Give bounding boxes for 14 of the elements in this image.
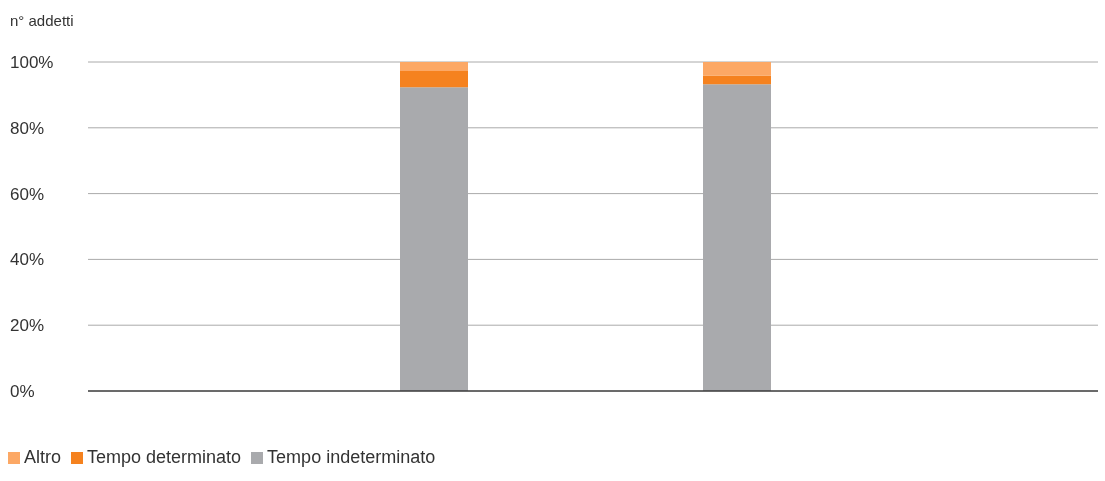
y-tick-label: 60% xyxy=(10,184,45,204)
bar xyxy=(400,62,468,71)
bar xyxy=(703,62,771,76)
y-tick-label: 0% xyxy=(10,382,35,402)
bar xyxy=(400,70,468,88)
legend-label: Tempo determinato xyxy=(87,447,242,467)
y-tick-label: 80% xyxy=(10,118,45,138)
legend-label: Altro xyxy=(24,447,62,467)
y-tick-label: 100% xyxy=(10,53,54,73)
y-tick-label: 20% xyxy=(10,316,45,336)
bar xyxy=(703,75,771,85)
y-tick-label: 40% xyxy=(10,250,45,270)
y-axis-title: n° addetti xyxy=(10,12,74,29)
legend-label: Tempo indeterminato xyxy=(267,447,436,467)
